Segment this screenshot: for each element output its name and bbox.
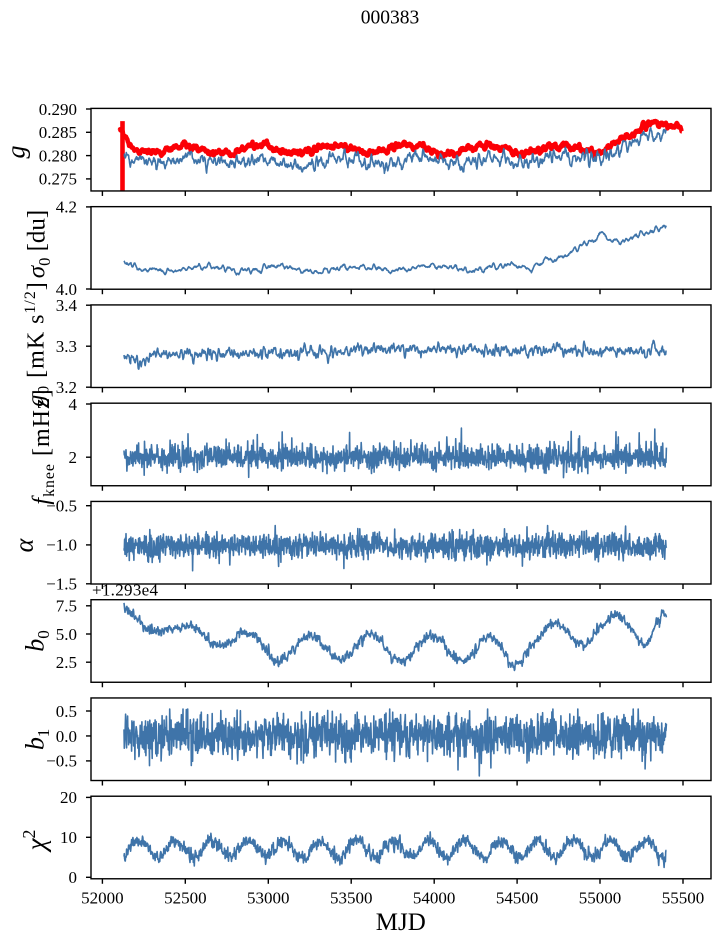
svg-text:b1: b1	[21, 729, 54, 751]
svg-text:000383: 000383	[361, 8, 420, 29]
svg-text:0: 0	[69, 868, 78, 887]
svg-text:α: α	[10, 537, 39, 552]
svg-text:2: 2	[69, 448, 78, 467]
svg-text:−0.5: −0.5	[46, 497, 77, 516]
svg-text:5.0: 5.0	[56, 625, 77, 644]
svg-text:0.290: 0.290	[39, 100, 77, 119]
svg-text:52000: 52000	[81, 889, 124, 908]
svg-text:55000: 55000	[579, 889, 622, 908]
svg-text:g0 [mK s1/2]: g0 [mK s1/2]	[22, 281, 53, 407]
svg-text:53500: 53500	[330, 889, 373, 908]
svg-text:0.5: 0.5	[56, 702, 77, 721]
svg-text:52500: 52500	[164, 889, 207, 908]
svg-text:7.5: 7.5	[56, 597, 77, 616]
svg-text:20: 20	[60, 788, 77, 807]
svg-text:4.0: 4.0	[56, 280, 77, 299]
svg-text:4: 4	[69, 395, 78, 414]
svg-text:MJD: MJD	[376, 909, 426, 936]
svg-text:g: g	[2, 146, 31, 159]
svg-text:σ0 [du]: σ0 [du]	[24, 210, 55, 279]
svg-text:10: 10	[60, 828, 77, 847]
svg-text:−1.5: −1.5	[46, 575, 77, 594]
svg-text:2.5: 2.5	[56, 653, 77, 672]
svg-text:fknee [mHz]: fknee [mHz]	[29, 388, 58, 504]
svg-text:χ2: χ2	[19, 830, 51, 854]
svg-text:54000: 54000	[413, 889, 456, 908]
svg-text:0.275: 0.275	[39, 170, 77, 189]
svg-text:4.2: 4.2	[56, 198, 77, 217]
svg-text:54500: 54500	[496, 889, 539, 908]
svg-text:+1.293e4: +1.293e4	[92, 581, 158, 600]
svg-text:0.0: 0.0	[56, 727, 77, 746]
svg-text:−0.5: −0.5	[46, 752, 77, 771]
svg-text:3.2: 3.2	[56, 378, 77, 397]
svg-text:3.4: 3.4	[56, 296, 78, 315]
svg-text:55500: 55500	[662, 889, 705, 908]
svg-text:3.3: 3.3	[56, 337, 77, 356]
svg-text:0.285: 0.285	[39, 123, 77, 142]
svg-text:53000: 53000	[247, 889, 290, 908]
svg-text:−1.0: −1.0	[46, 536, 77, 555]
svg-text:b0: b0	[21, 630, 54, 652]
svg-text:0.280: 0.280	[39, 146, 77, 165]
